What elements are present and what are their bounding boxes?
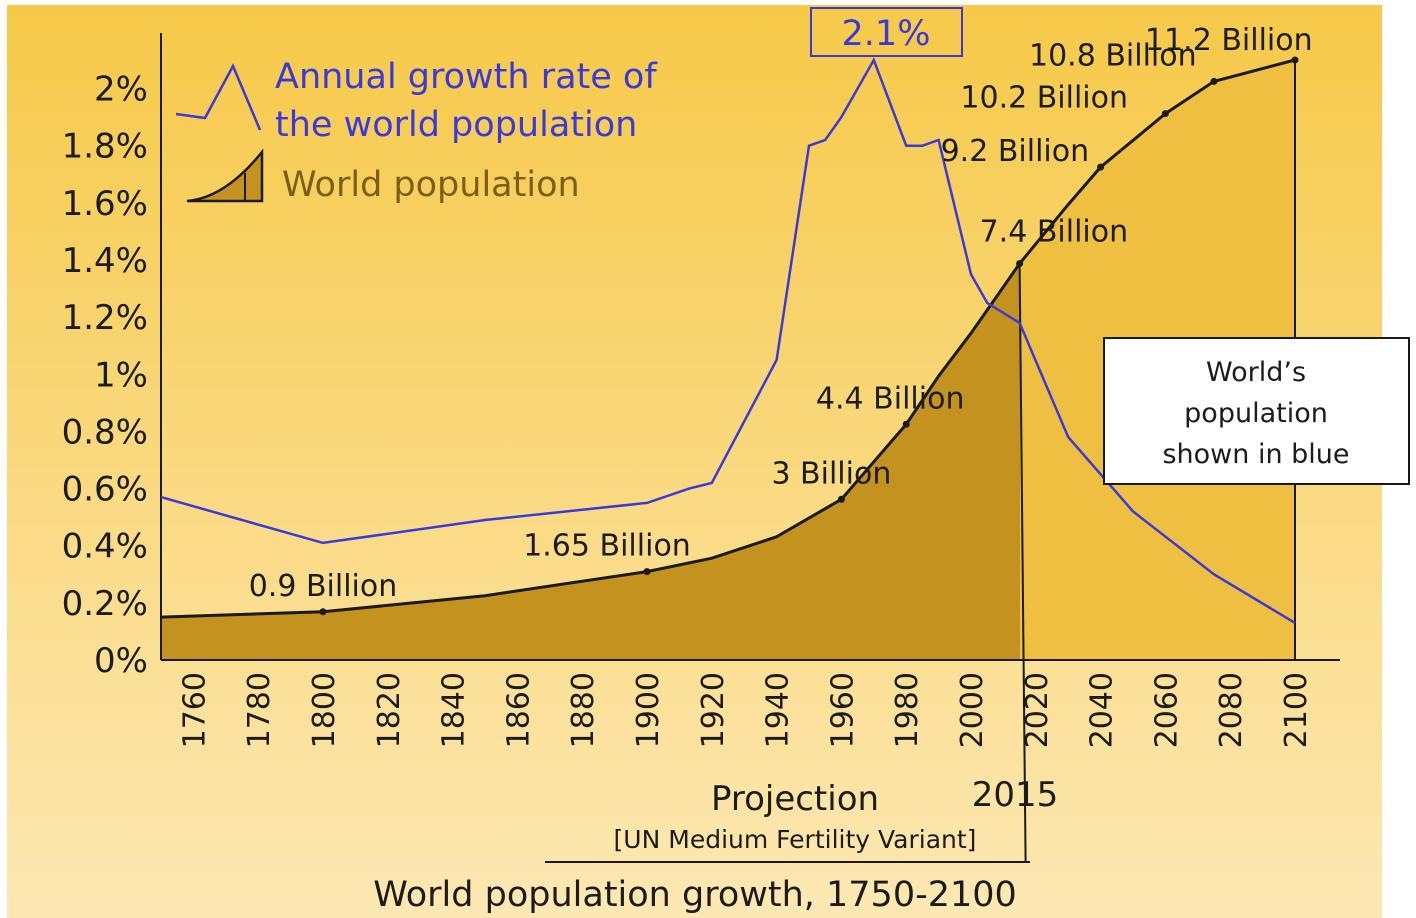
divider-year-label: 2015 [972, 775, 1059, 815]
peak-label: 2.1% [842, 14, 931, 54]
population-point-1 [643, 568, 651, 576]
x-tick-label-1: 1780 [242, 672, 277, 748]
y-tick-label-10: 2% [94, 70, 148, 110]
x-axis-ticks: 1760 1780 1800 1820 1840 1860 1880 1900 1920 1940… [177, 672, 1314, 748]
x-tick-label-5: 1860 [501, 672, 536, 748]
population-area-historical [161, 263, 1020, 660]
y-tick-label-5: 1% [94, 355, 148, 395]
population-point-2 [837, 495, 845, 503]
y-tick-label-1: 0.2% [62, 584, 148, 624]
note-line-1: World’s [1206, 357, 1306, 388]
y-tick-label-4: 0.8% [62, 412, 148, 452]
x-tick-label-17: 2100 [1279, 672, 1314, 748]
divider-2015 [1018, 263, 1027, 863]
legend-population-label: World population [282, 165, 580, 205]
population-label-6: 10.2 Billion [960, 81, 1128, 116]
population-point-6 [1161, 110, 1169, 118]
legend-growth-label-line2: the world population [275, 105, 637, 145]
y-axis-ticks: 0% 0.2% 0.4% 0.6% 0.8% 1% 1.2% 1.4% 1.6% 1.8% 2% [62, 70, 148, 681]
population-label-2: 3 Billion [771, 456, 891, 491]
population-point-7 [1210, 77, 1218, 85]
x-tick-label-7: 1900 [631, 672, 666, 748]
y-tick-label-7: 1.4% [62, 241, 148, 281]
x-tick-label-0: 1760 [177, 672, 212, 748]
legend-population-swatch [186, 148, 264, 203]
x-tick-label-12: 2000 [955, 672, 990, 748]
population-point-0 [319, 608, 327, 616]
y-tick-label-6: 1.2% [62, 298, 148, 338]
chart-title: World population growth, 1750-2100 [373, 875, 1017, 915]
population-label-3: 4.4 Billion [816, 381, 965, 416]
y-tick-label-2: 0.4% [62, 527, 148, 567]
projection-sublabel: [UN Medium Fertility Variant] [614, 825, 977, 854]
population-label-5: 9.2 Billion [941, 134, 1090, 169]
population-label-7: 10.8 Billion [1029, 38, 1197, 73]
x-tick-label-13: 2020 [1020, 672, 1055, 748]
x-tick-label-3: 1820 [372, 672, 407, 748]
legend-growth-label-line1: Annual growth rate of [275, 57, 657, 97]
x-tick-label-16: 2080 [1214, 672, 1249, 748]
note-line-3: shown in blue [1162, 439, 1349, 470]
y-tick-label-9: 1.8% [62, 127, 148, 167]
x-tick-label-4: 1840 [437, 672, 472, 748]
population-label-0: 0.9 Billion [249, 569, 398, 604]
x-tick-label-15: 2060 [1149, 672, 1184, 748]
x-tick-label-11: 1980 [890, 672, 925, 748]
x-tick-label-8: 1920 [696, 672, 731, 748]
y-tick-label-8: 1.6% [62, 184, 148, 224]
population-label-1: 1.65 Billion [523, 529, 691, 564]
population-labels: 0.9 Billion 1.65 Billion 3 Billion 4.4 Bill… [249, 23, 1313, 604]
note-box [1103, 337, 1410, 485]
population-point-3 [902, 420, 910, 428]
population-label-8: 11.2 Billion [1145, 23, 1313, 58]
x-tick-label-10: 1960 [825, 672, 860, 748]
x-tick-label-2: 1800 [307, 672, 342, 748]
x-tick-label-9: 1940 [761, 672, 796, 748]
legend-growth-swatch [175, 63, 262, 131]
peak-label-box [810, 7, 963, 57]
note-line-2: population [1184, 398, 1328, 429]
legend: Annual growth rate of the world populati… [175, 57, 657, 205]
x-tick-label-14: 2040 [1085, 672, 1120, 748]
population-label-4: 7.4 Billion [980, 215, 1129, 250]
x-tick-label-6: 1880 [566, 672, 601, 748]
y-tick-label-0: 0% [94, 641, 148, 681]
growth-rate-line [160, 57, 1296, 624]
y-tick-label-3: 0.6% [62, 470, 148, 510]
population-point-5 [1097, 163, 1105, 171]
projection-label: Projection [711, 779, 879, 819]
